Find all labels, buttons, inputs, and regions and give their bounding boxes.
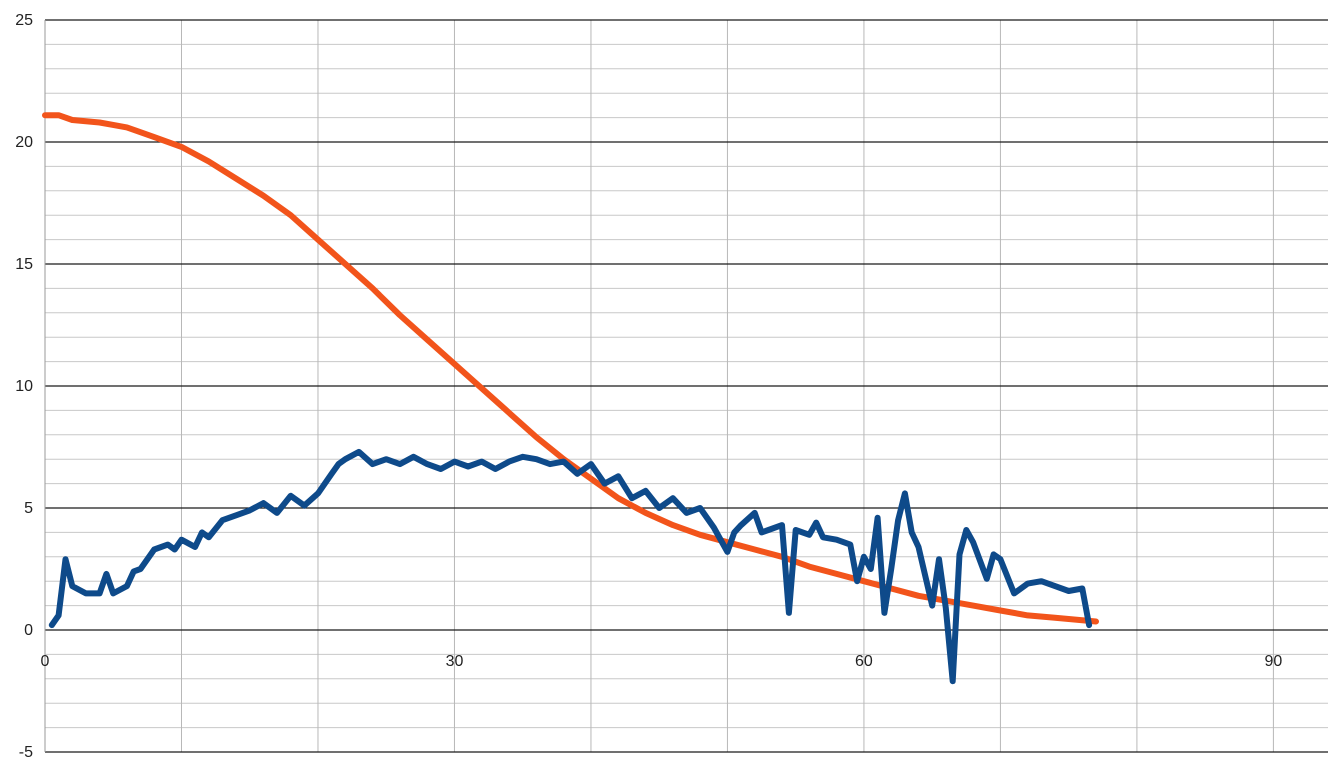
y-tick-label: 0 — [24, 622, 33, 639]
series-layer — [42, 112, 1099, 685]
y-tick-label: 10 — [15, 378, 33, 395]
tick-labels: -5 0 5 10 15 20 25 0 30 60 90 — [15, 12, 1282, 761]
x-tick-label: 90 — [1265, 653, 1283, 670]
y-tick-label: -5 — [19, 744, 33, 761]
x-tick-label: 0 — [41, 653, 50, 670]
series-line-2 — [48, 448, 1093, 685]
major-gridlines — [44, 19, 1328, 753]
y-tick-label: 20 — [15, 134, 33, 151]
x-tick-label: 60 — [855, 653, 873, 670]
y-tick-label: 25 — [15, 12, 33, 29]
x-tick-label: 30 — [446, 653, 464, 670]
y-tick-label: 5 — [24, 500, 33, 517]
y-tick-label: 15 — [15, 256, 33, 273]
